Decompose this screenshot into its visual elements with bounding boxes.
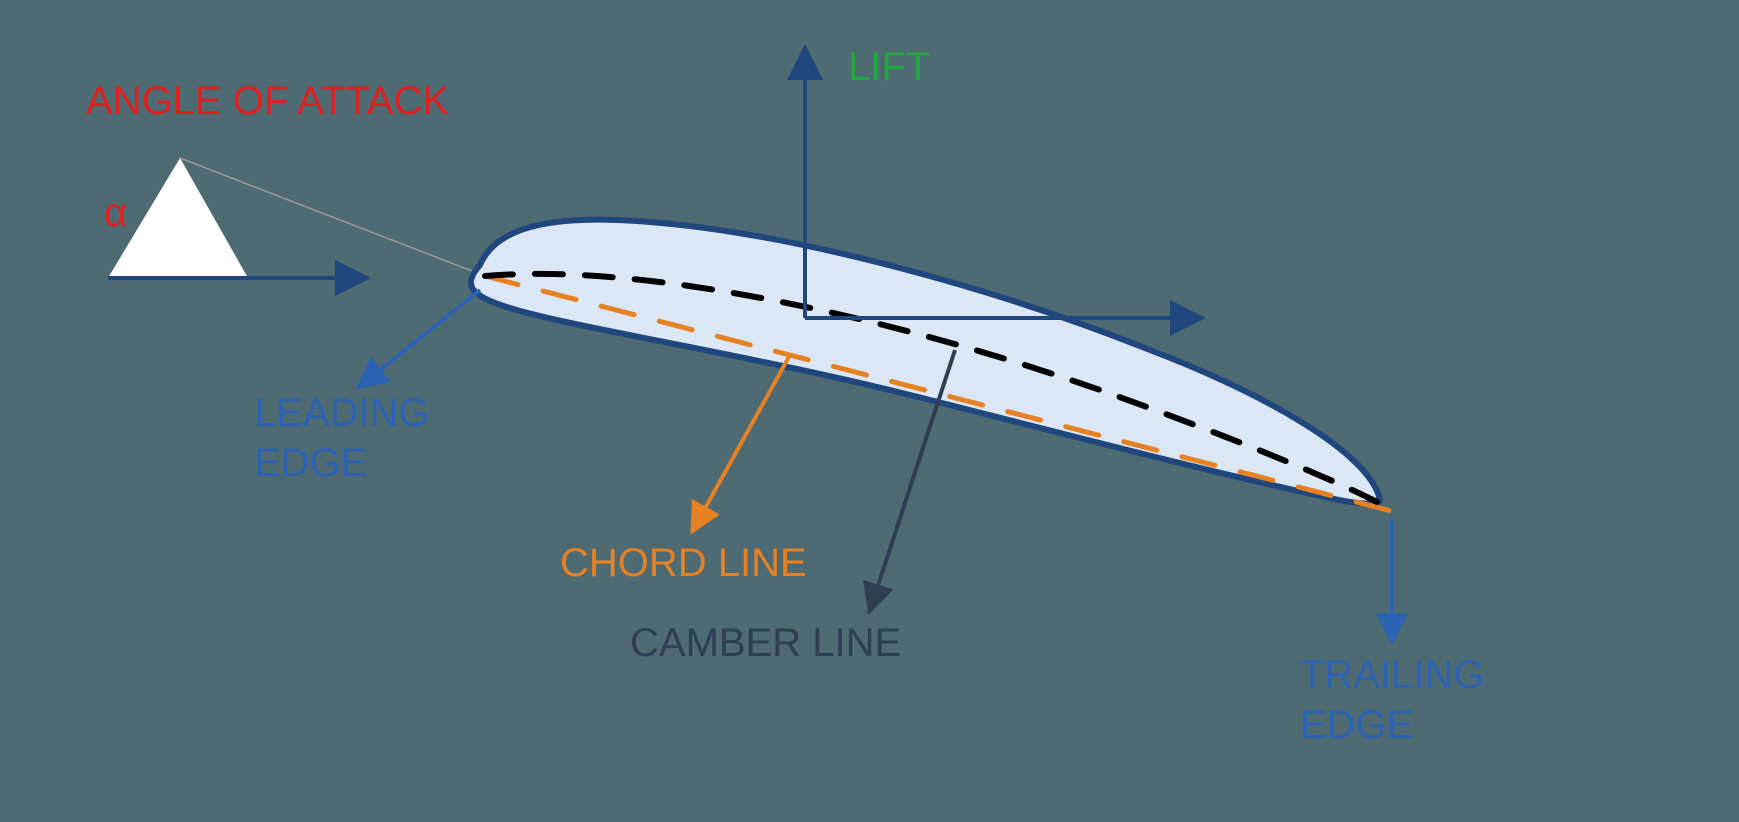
leading-edge-label-line1: LEADING <box>254 391 430 435</box>
angle-of-attack-label: ANGLE OF ATTACK <box>86 79 449 123</box>
alpha-symbol: α <box>104 191 127 235</box>
chord-line-label: CHORD LINE <box>560 541 807 585</box>
trailing-edge-label-line1: TRAILING <box>1300 653 1484 697</box>
lift-label: LIFT <box>848 45 930 89</box>
trailing-edge-label-line2: EDGE <box>1300 703 1413 747</box>
leading-edge-label-line2: EDGE <box>254 441 367 485</box>
camber-line-label: CAMBER LINE <box>630 621 901 665</box>
